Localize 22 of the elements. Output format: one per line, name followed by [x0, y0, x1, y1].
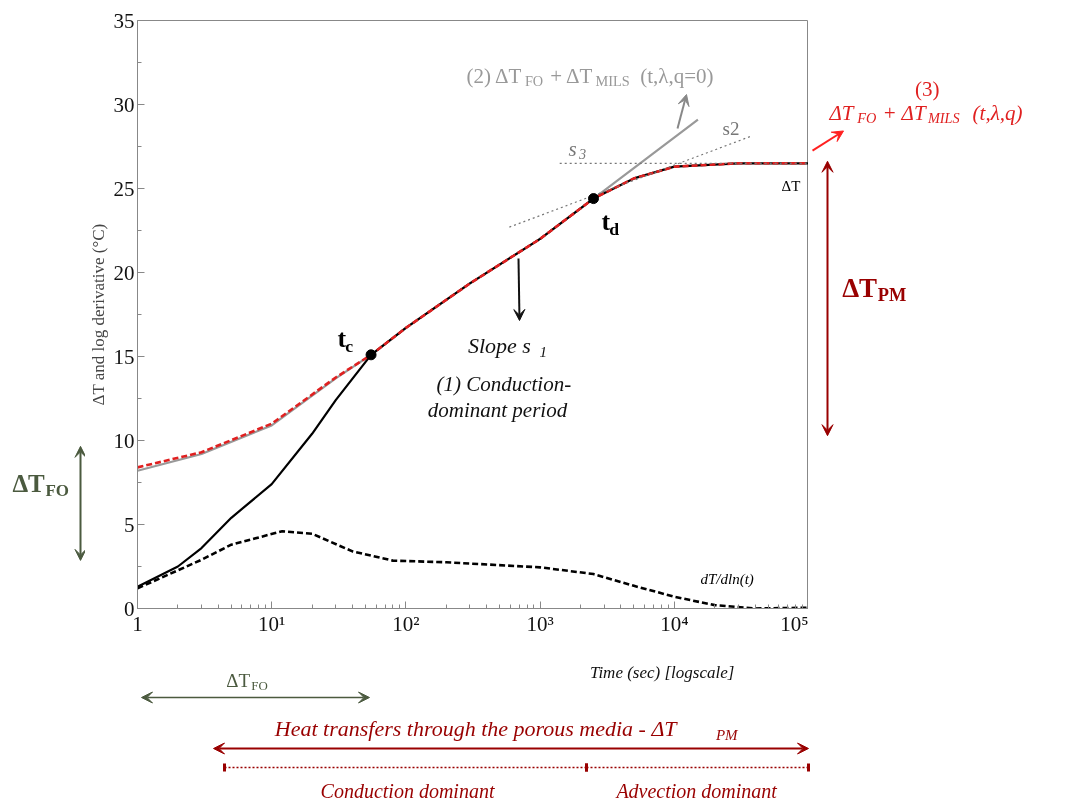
x-tick-label: 10¹	[258, 611, 286, 636]
x-axis-title: Time (sec) [logscale]	[589, 663, 735, 682]
y-tick-label: 15	[113, 344, 135, 369]
series-label: ΔT	[781, 177, 801, 194]
annotation: dominant period	[427, 397, 568, 422]
text: Advection dominant	[614, 779, 778, 802]
y-tick-label: 5	[124, 512, 135, 537]
x-tick-label: 10⁴	[660, 611, 689, 636]
y-axis-title: ΔT and log derivative (°C)	[88, 223, 108, 406]
y-tick-label: 20	[113, 260, 135, 285]
text: Conduction dominant	[320, 779, 495, 802]
x-tick-label: 10³	[526, 611, 554, 636]
y-tick-label: 10	[113, 428, 135, 453]
series-label: s2	[722, 118, 740, 139]
y-tick-label: 0	[124, 596, 135, 621]
y-tick-label: 25	[113, 176, 135, 201]
x-tick-label: 10⁵	[780, 611, 809, 636]
series-label: dT/dln(t)	[700, 570, 754, 588]
y-tick-label: 35	[113, 8, 135, 33]
x-tick-label: 10²	[392, 611, 420, 636]
annotation: (1) Conduction-	[436, 371, 572, 396]
y-tick-label: 30	[113, 92, 135, 117]
